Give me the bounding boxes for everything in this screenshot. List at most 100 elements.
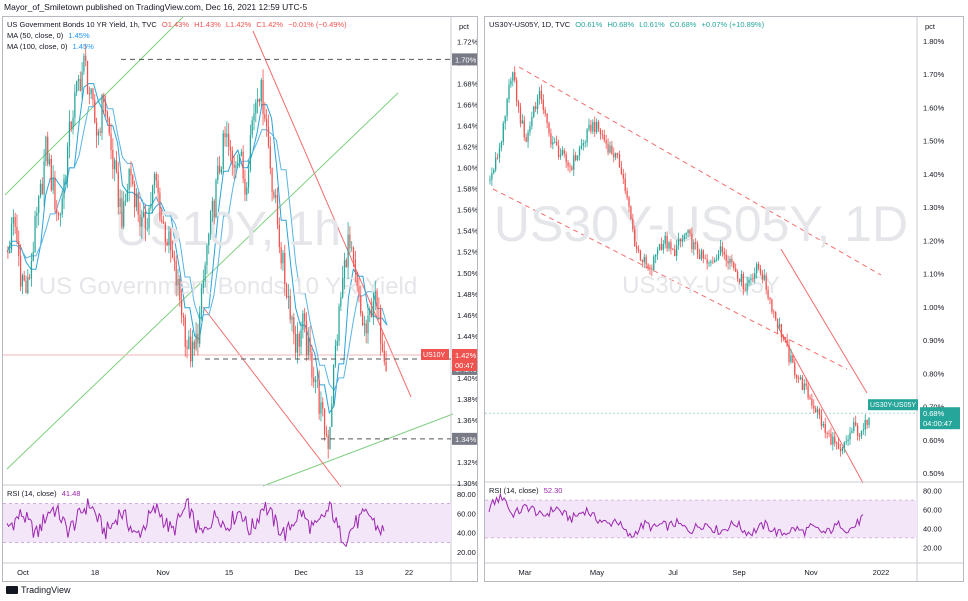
candle-body (302, 313, 304, 330)
spread-chart[interactable]: US30Y-US05Y, 1D US30Y-US05Y pct 1.80% 1.70% 1… (485, 17, 963, 581)
y-tick-label: 0.80% (923, 369, 945, 378)
candle-body (193, 341, 195, 349)
high-level-tag: 1.70% (455, 55, 477, 64)
candle-body (16, 226, 18, 242)
last-symbol-bg (421, 349, 449, 360)
candle-body (658, 244, 661, 251)
candle-body (336, 340, 338, 346)
candle-body (135, 193, 138, 208)
candle-body (45, 136, 47, 162)
candle-body (595, 121, 598, 133)
rsi-line (488, 492, 864, 538)
candle-body (769, 297, 771, 300)
candle-body (725, 254, 727, 261)
spread-chart-panel[interactable]: US30Y-US05Y, 1D US30Y-US05Y pct 1.80% 1.70% 1… (484, 16, 964, 582)
candle-body (776, 319, 779, 328)
candle-body (260, 80, 262, 102)
candle-body (630, 206, 632, 219)
candle-body (670, 242, 672, 250)
candle-body (729, 258, 731, 264)
candle-body (868, 418, 870, 425)
rsi-band (485, 500, 917, 538)
us10y-rsi-value: 41.48 (61, 489, 81, 498)
candle-body (86, 60, 89, 94)
candle-body (50, 158, 52, 191)
green-channel-upper (4, 17, 184, 196)
red-channel-upper (252, 30, 412, 398)
candle-body (695, 242, 697, 244)
candle-body (535, 106, 537, 109)
candle-body (171, 250, 174, 258)
us10y-change: −0.01% (−0.49%) (288, 20, 347, 29)
candle-body (247, 169, 250, 188)
candle-body (761, 273, 764, 280)
candle-body (815, 408, 817, 413)
candle-body (296, 334, 299, 353)
candle-body (332, 365, 335, 405)
rsi-line (6, 497, 385, 548)
candle-body (278, 224, 280, 248)
candle-body (280, 247, 282, 264)
candle-body (72, 117, 74, 130)
candle-body (679, 239, 682, 242)
y-tick-label: 1.64% (457, 122, 477, 131)
low-level-tag-bg (452, 432, 477, 445)
last-price-tag: 1.42% (455, 351, 477, 360)
candle-body (56, 209, 58, 214)
candle-body (641, 259, 644, 263)
candle-body (258, 99, 261, 102)
candle-body (557, 145, 560, 157)
candle-body (540, 90, 543, 100)
x-tick-label: 15 (225, 568, 233, 577)
y-tick-label: 1.50% (457, 269, 477, 278)
y-tick-label: 1.40% (457, 374, 477, 383)
candle-body (706, 259, 708, 264)
ma100-legend[interactable]: MA (100, close, 0) 1.45% (7, 41, 94, 52)
candle-body (378, 308, 380, 309)
candle-body (635, 246, 638, 250)
candle-body (186, 346, 188, 349)
publisher-caption: Mayor_of_Smiletown published on TradingV… (4, 2, 308, 12)
candle-body (115, 160, 118, 172)
spread-title: US30Y-US05Y, 1D, TVC (489, 20, 571, 29)
spread-rsi-value: 52.30 (543, 486, 563, 495)
candle-body (202, 281, 204, 288)
spread-legend: US30Y-US05Y, 1D, TVC O0.61% H0.68% L0.61… (489, 19, 764, 30)
candle-body (727, 260, 729, 264)
us10y-chart-panel[interactable]: US10Y, 1h US Government Bonds 10 YR Yield… (2, 16, 478, 582)
candle-body (137, 193, 139, 215)
candle-body (759, 268, 762, 274)
candle-body (282, 252, 284, 264)
rsi-tick-label: 80.00 (457, 490, 476, 499)
candle-body (554, 141, 556, 143)
price-unit-label: pct (459, 22, 470, 31)
candle-body (10, 223, 13, 251)
candle-body (594, 122, 596, 133)
candle-body (655, 254, 657, 257)
candle-body (121, 198, 123, 227)
candle-body (85, 55, 87, 61)
candle-body (712, 261, 714, 263)
candle-body (856, 425, 859, 437)
candle-body (542, 99, 544, 110)
candle-body (23, 275, 25, 281)
candle-body (565, 153, 567, 163)
y-tick-label: 1.62% (457, 143, 477, 152)
candle-body (132, 175, 134, 184)
y-tick-label: 1.00% (923, 303, 945, 312)
candle-body (208, 233, 210, 246)
ma50-legend[interactable]: MA (50, close, 0) 1.45% (7, 30, 90, 41)
candle-body (99, 131, 101, 133)
candle-body (54, 177, 56, 210)
candle-body (155, 174, 157, 181)
candle-body (199, 312, 201, 344)
spread-rsi-label: RSI (14, close) (489, 486, 539, 495)
candle-body (106, 111, 109, 119)
candle-body (179, 278, 181, 300)
x-tick-label: Oct (17, 568, 30, 577)
candle-body (142, 211, 145, 218)
candle-body (578, 148, 581, 156)
x-tick-label: 13 (355, 568, 363, 577)
candle-body (525, 137, 527, 142)
